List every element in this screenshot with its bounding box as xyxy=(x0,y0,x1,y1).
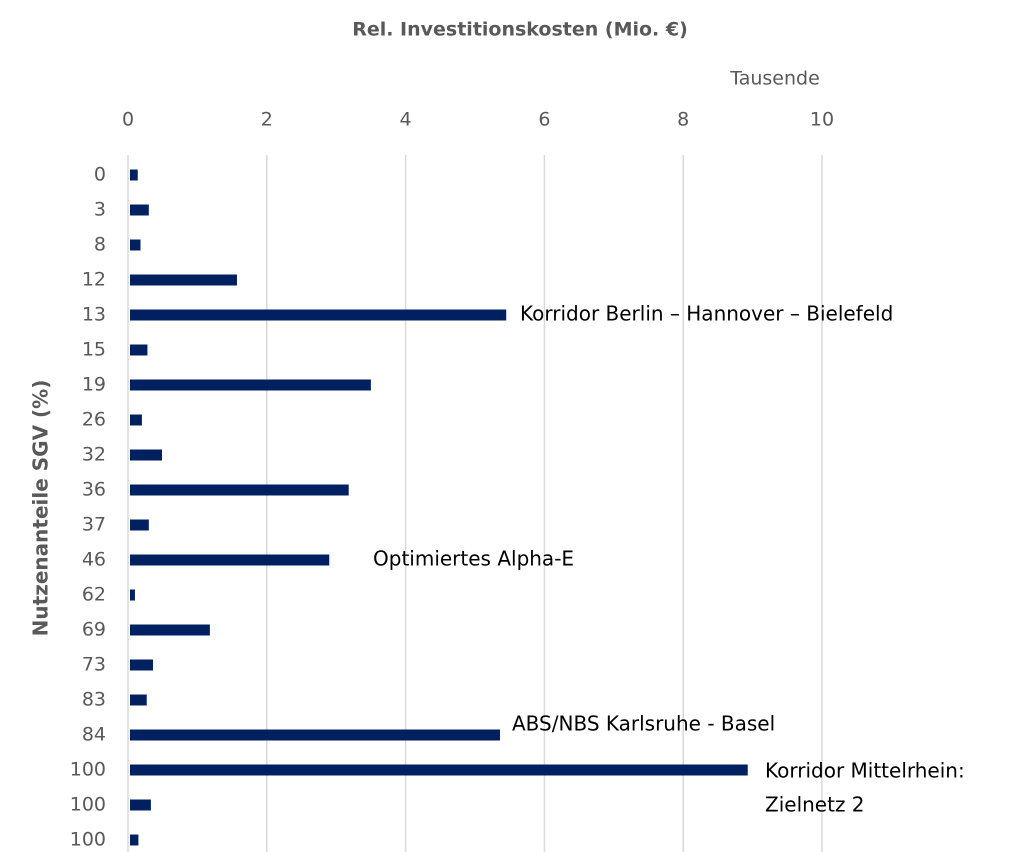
y-tick-label: 13 xyxy=(82,304,106,326)
y-tick-label: 12 xyxy=(82,269,106,291)
bar xyxy=(130,729,500,741)
y-tick-label: 73 xyxy=(82,654,106,676)
bar xyxy=(130,204,149,216)
y-tick-label: 100 xyxy=(70,829,106,851)
y-tick-label: 26 xyxy=(82,409,106,431)
bar xyxy=(130,274,237,286)
x-axis-title: Rel. Investitionskosten (Mio. €) xyxy=(352,19,688,41)
y-tick-label: 83 xyxy=(82,689,106,711)
bar xyxy=(130,659,153,671)
annotation: Optimiertes Alpha-E xyxy=(373,547,574,571)
x-tick-label: 8 xyxy=(677,109,689,131)
bar xyxy=(130,239,141,251)
y-tick-label: 37 xyxy=(82,514,106,536)
bar xyxy=(130,484,349,496)
bar xyxy=(130,169,138,181)
bar xyxy=(130,379,371,391)
y-tick-label: 84 xyxy=(82,724,106,746)
annotation: ABS/NBS Karlsruhe - Basel xyxy=(512,712,775,736)
x-tick-label: 2 xyxy=(261,109,273,131)
y-tick-label: 62 xyxy=(82,584,106,606)
y-tick-label: 15 xyxy=(82,339,106,361)
bar xyxy=(130,414,142,426)
bar xyxy=(130,449,163,461)
bar xyxy=(130,309,507,321)
y-tick-label: 100 xyxy=(70,759,106,781)
y-axis-title: Nutzenanteile SGV (%) xyxy=(29,380,53,637)
annotation: Korridor Berlin – Hannover – Bielefeld xyxy=(520,302,893,326)
y-tick-label: 69 xyxy=(82,619,106,641)
x-unit-label: Tausende xyxy=(729,68,820,90)
bar xyxy=(130,519,149,531)
y-tick-label: 46 xyxy=(82,549,106,571)
y-tick-label: 0 xyxy=(94,164,106,186)
bar xyxy=(130,344,148,356)
y-tick-label: 3 xyxy=(94,199,106,221)
x-tick-label: 6 xyxy=(538,109,550,131)
bar xyxy=(130,694,147,706)
x-tick-label: 10 xyxy=(810,109,834,131)
y-tick-label: 8 xyxy=(94,234,106,256)
bar xyxy=(130,799,151,811)
bar xyxy=(130,764,748,776)
annotation: Korridor Mittelrhein: xyxy=(765,759,965,783)
y-tick-label: 100 xyxy=(70,794,106,816)
x-tick-label: 0 xyxy=(122,109,134,131)
y-tick-label: 19 xyxy=(82,374,106,396)
x-tick-label: 4 xyxy=(400,109,412,131)
y-tick-label: 32 xyxy=(82,444,106,466)
bar xyxy=(130,624,210,636)
bar xyxy=(130,589,135,601)
bar xyxy=(130,554,330,566)
annotation: Zielnetz 2 xyxy=(765,793,865,817)
y-tick-label: 36 xyxy=(82,479,106,501)
bar xyxy=(130,834,139,846)
